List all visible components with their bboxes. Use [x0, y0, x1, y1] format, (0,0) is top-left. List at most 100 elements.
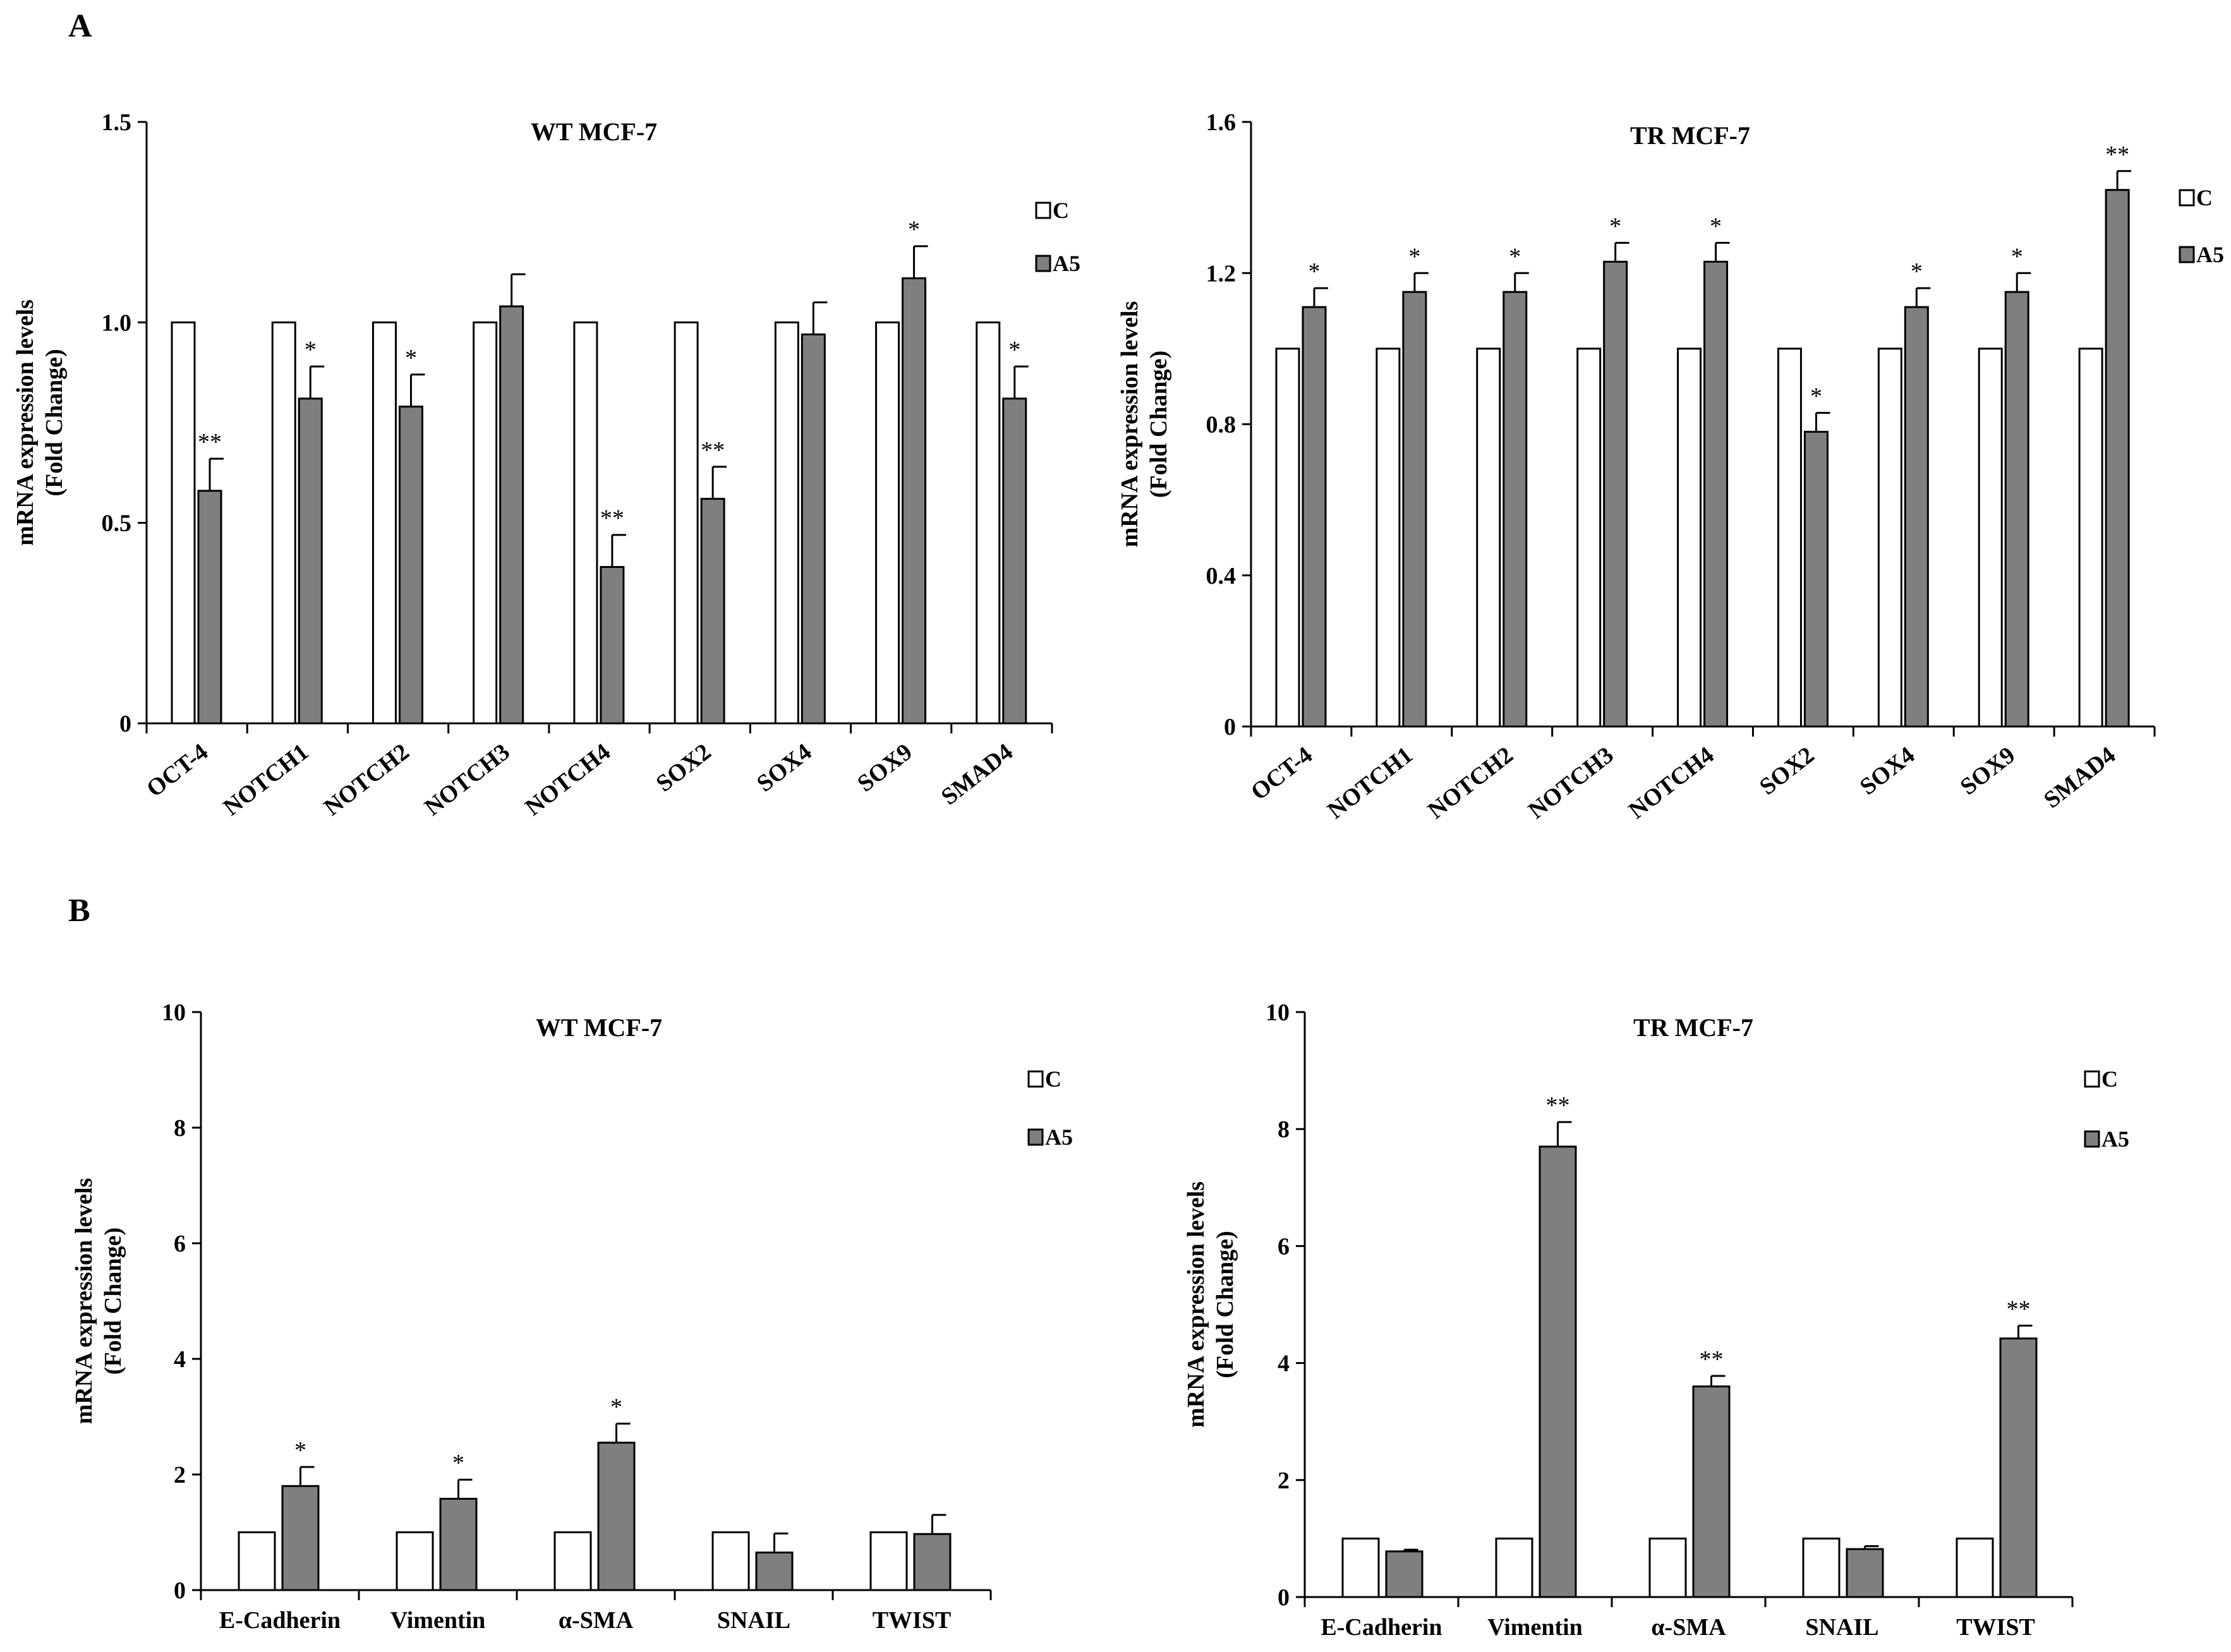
y-tick-label: 1.0: [102, 310, 132, 336]
bar-c-notch4: [573, 321, 598, 725]
panel-label-a: A: [68, 8, 92, 44]
x-tick-label: α-SMA: [559, 1607, 634, 1634]
bar-c-sox4: [774, 321, 799, 725]
bar-a5-notch2: [1502, 291, 1528, 728]
significance-marker: *: [1911, 258, 1923, 285]
y-tick-label: 1.5: [102, 109, 132, 136]
bar-c-twist: [1956, 1537, 1994, 1598]
bar-c-α-sma: [553, 1531, 592, 1591]
significance-marker: *: [2011, 243, 2023, 270]
bar-c-smad4: [2078, 347, 2103, 728]
bar-a5-notch2: [398, 406, 423, 725]
bar-c-twist: [869, 1531, 908, 1591]
x-tick-label: SOX9: [1956, 742, 2020, 800]
y-tick-label: 0: [174, 1577, 186, 1604]
significance-marker: *: [405, 345, 417, 371]
bar-c-e-cadherin: [1341, 1537, 1380, 1598]
y-tick-label: 2: [174, 1462, 186, 1488]
bar-a5-notch3: [499, 305, 524, 725]
bar-c-vimentin: [396, 1531, 434, 1591]
y-tick-label: 2: [1278, 1468, 1290, 1494]
legend-label-a5: A5: [1045, 1124, 1073, 1150]
y-tick-label: 0: [1224, 714, 1236, 740]
significance-marker: *: [908, 217, 920, 243]
x-tick-label: NOTCH3: [1523, 742, 1619, 824]
significance-marker: **: [2007, 1296, 2031, 1322]
x-tick-label: E-Cadherin: [219, 1607, 341, 1634]
y-axis-label-line2: (Fold Change): [1212, 1231, 1238, 1378]
x-tick-label: SOX2: [1755, 742, 1819, 800]
x-tick-label: SNAIL: [717, 1607, 790, 1634]
bar-c-vimentin: [1495, 1537, 1533, 1598]
bar-c-α-sma: [1648, 1537, 1687, 1598]
bar-a5-vimentin: [1539, 1145, 1577, 1598]
bar-a5-snail: [1846, 1548, 1884, 1598]
legend-swatch-a5: [1027, 1128, 1044, 1146]
legend-item-c: C: [1035, 198, 1069, 223]
x-tick-label: TWIST: [1956, 1614, 2035, 1641]
significance-marker: *: [1408, 243, 1420, 270]
x-tick-label: OCT-4: [142, 739, 213, 802]
x-tick-label: Vimentin: [390, 1607, 486, 1634]
chart-title: TR MCF-7: [1630, 121, 1750, 150]
y-tick-label: 10: [1266, 999, 1290, 1026]
significance-marker: **: [1700, 1346, 1724, 1373]
significance-marker: *: [452, 1450, 464, 1476]
y-axis-label: mRNA expression levels (Fold Change): [1116, 301, 1172, 548]
legend-item-c: C: [2084, 1066, 2118, 1092]
legend-item-c: C: [1027, 1066, 1061, 1092]
x-tick-label: NOTCH4: [520, 739, 615, 821]
x-tick-label: SOX9: [852, 739, 917, 797]
x-tick-label: NOTCH1: [219, 739, 314, 821]
legend-item-a5: A5: [2179, 242, 2224, 267]
bar-a5-notch1: [298, 397, 323, 725]
y-axis-label-line1: mRNA expression levels: [12, 299, 39, 546]
y-axis-label-line1: mRNA expression levels: [1116, 301, 1143, 548]
y-axis-label-line2: (Fold Change): [41, 349, 68, 496]
y-axis-label: mRNA expression levels (Fold Change): [1183, 1181, 1238, 1428]
bar-a5-oct-4: [1302, 306, 1327, 728]
bar-c-notch2: [1476, 347, 1501, 728]
y-axis-label-line2: (Fold Change): [100, 1227, 126, 1375]
y-tick-label: 10: [162, 999, 186, 1026]
x-tick-label: NOTCH2: [319, 739, 414, 821]
significance-marker: *: [294, 1437, 306, 1464]
y-tick-label: 1.2: [1206, 260, 1236, 287]
legend-item-a5: A5: [1027, 1124, 1073, 1150]
legend-item-a5: A5: [1035, 251, 1080, 276]
chart-b-wt-mcf7: 0 2 4 6 8 10 WT MCF-7 mRNA expression levels (Fo…: [71, 999, 1073, 1634]
bar-c-sox9: [875, 321, 900, 725]
bar-c-snail: [1802, 1537, 1841, 1598]
bar-a5-snail: [755, 1552, 794, 1591]
bar-c-sox4: [1877, 347, 1902, 728]
y-tick-label: 6: [174, 1231, 186, 1257]
chart-a-tr-mcf7: 0 0.4 0.8 1.2 1.6 TR MCF-7 mRNA expression lev…: [1116, 109, 2224, 824]
bar-a5-notch3: [1603, 260, 1628, 728]
legend-swatch-c: [1035, 202, 1051, 219]
y-tick-label: 0: [1278, 1584, 1290, 1611]
y-tick-label: 0.4: [1206, 563, 1236, 589]
significance-marker: **: [600, 505, 624, 532]
significance-marker: *: [1810, 383, 1822, 410]
bar-a5-vimentin: [439, 1497, 478, 1591]
legend-swatch-a5: [2084, 1130, 2100, 1148]
significance-marker: **: [198, 429, 222, 455]
x-tick-label: TWIST: [873, 1607, 952, 1634]
bar-c-notch3: [473, 321, 498, 725]
bar-c-sox2: [1777, 347, 1802, 728]
legend-label-a5: A5: [2196, 242, 2224, 267]
y-tick-label: 0.8: [1206, 412, 1236, 438]
y-axis-label: mRNA expression levels (Fold Change): [71, 1178, 126, 1425]
x-tick-label: NOTCH1: [1322, 742, 1418, 824]
legend-item-c: C: [2179, 185, 2213, 210]
x-tick-label: NOTCH2: [1423, 742, 1518, 824]
legend-label-a5: A5: [2101, 1126, 2129, 1152]
legend-swatch-a5: [2179, 246, 2195, 263]
y-axis-label: mRNA expression levels (Fold Change): [12, 299, 68, 546]
bar-c-notch1: [1375, 347, 1401, 728]
bar-c-notch2: [372, 321, 397, 725]
bar-c-notch1: [271, 321, 296, 725]
bar-a5-sox4: [801, 333, 826, 725]
legend-item-a5: A5: [2084, 1126, 2129, 1152]
bar-a5-notch4: [1703, 260, 1729, 728]
